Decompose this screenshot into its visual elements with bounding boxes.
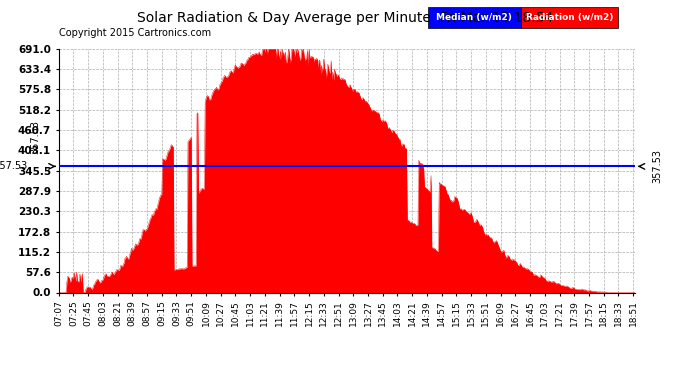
Text: 357.53: 357.53 (652, 149, 662, 183)
Text: Radiation (w/m2): Radiation (w/m2) (526, 13, 613, 22)
Text: ← 357.53: ← 357.53 (0, 161, 27, 171)
Text: 357.53: 357.53 (30, 120, 41, 154)
Text: Median (w/m2): Median (w/m2) (437, 13, 512, 22)
Text: Solar Radiation & Day Average per Minute  Fri Mar 13 18:54: Solar Radiation & Day Average per Minute… (137, 11, 553, 25)
Text: Copyright 2015 Cartronics.com: Copyright 2015 Cartronics.com (59, 28, 210, 38)
